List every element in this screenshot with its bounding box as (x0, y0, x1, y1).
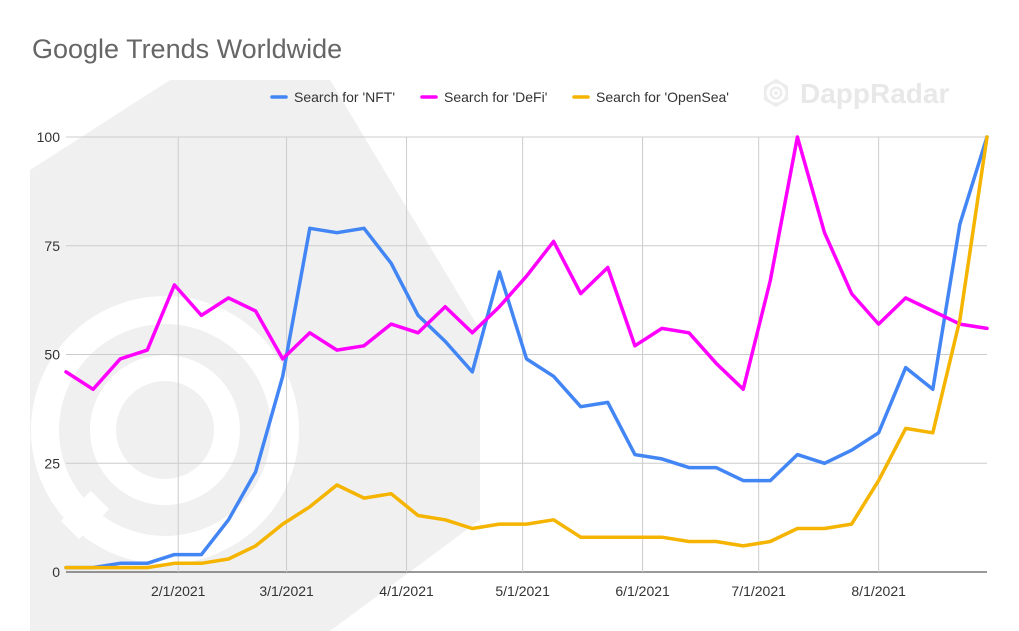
series-lines (64, 135, 989, 570)
y-tick-label: 25 (44, 455, 60, 471)
watermark: DappRadar (30, 78, 949, 631)
legend-label: Search for 'NFT' (294, 89, 395, 105)
x-tick-label: 4/1/2021 (379, 583, 434, 599)
x-tick-label: 6/1/2021 (615, 583, 670, 599)
x-tick-label: 7/1/2021 (731, 583, 786, 599)
x-tick-label: 8/1/2021 (851, 583, 906, 599)
y-tick-label: 50 (44, 347, 60, 363)
y-tick-label: 75 (44, 238, 60, 254)
x-tick-label: 2/1/2021 (151, 583, 206, 599)
chart-title: Google Trends Worldwide (32, 34, 342, 64)
x-axis-ticks: 2/1/2021 3/1/2021 4/1/2021 5/1/2021 6/1/2021… (151, 583, 906, 599)
x-tick-label: 5/1/2021 (495, 583, 550, 599)
x-tick-label: 3/1/2021 (259, 583, 314, 599)
legend: Search for 'NFT' Search for 'DeFi' Search … (270, 89, 729, 105)
y-tick-label: 0 (52, 564, 60, 580)
legend-label: Search for 'DeFi' (444, 89, 547, 105)
y-axis-ticks: 0 25 50 75 100 (37, 129, 61, 580)
legend-label: Search for 'OpenSea' (596, 89, 729, 105)
watermark-brand-text: DappRadar (800, 78, 949, 109)
y-tick-label: 100 (37, 129, 61, 145)
